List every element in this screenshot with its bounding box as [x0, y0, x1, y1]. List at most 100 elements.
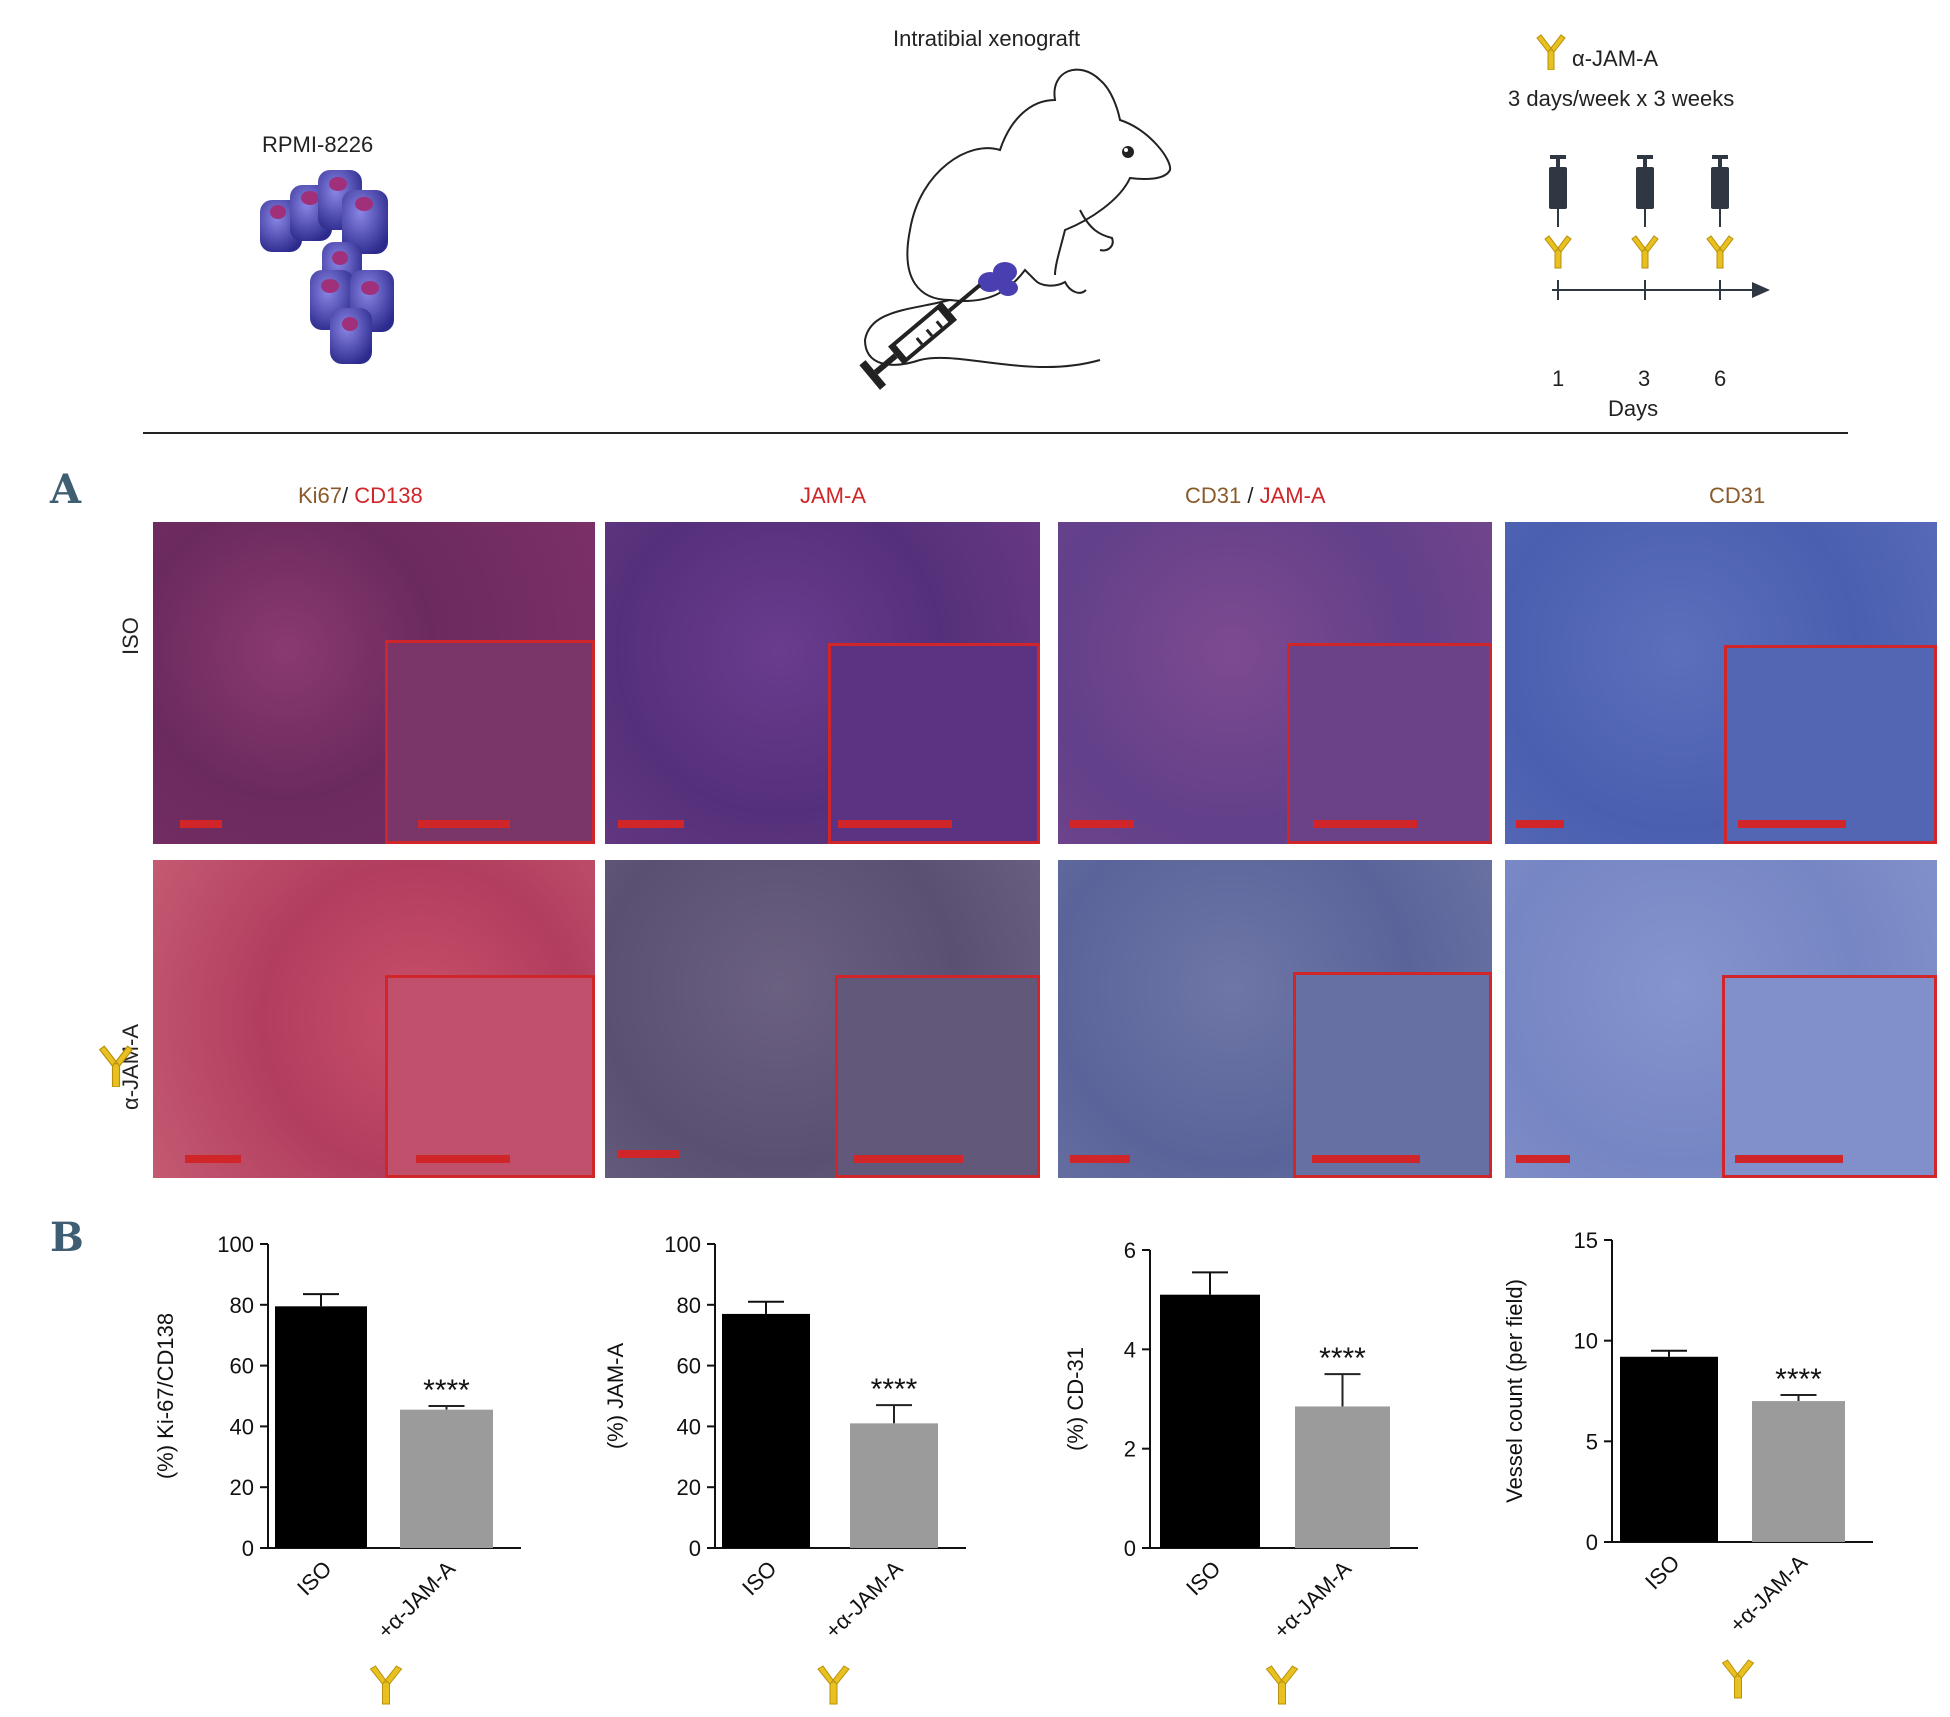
column-header: CD31: [1709, 483, 1765, 509]
bar-chart-jama: 0 20 40 60 80 100 (%) JAM-A **** ISO +α-JAM-A: [603, 1232, 966, 1705]
significance-stars: ****: [1319, 1342, 1366, 1375]
y-tick-label: 5: [1586, 1429, 1598, 1454]
y-tick-label: 80: [677, 1293, 701, 1318]
cell-line-label: RPMI-8226: [262, 132, 374, 157]
y-tick-label: 40: [230, 1414, 254, 1439]
y-tick-label: 2: [1124, 1437, 1136, 1462]
bar-treated: [1295, 1406, 1390, 1548]
dosing-timeline: [1544, 155, 1770, 300]
bar-iso: [1620, 1356, 1718, 1542]
magnified-inset: [1724, 645, 1937, 844]
y-tick-label: 40: [677, 1414, 701, 1439]
antibody-icon: [1544, 235, 1572, 269]
bar-chart-ki67-cd138: 0 20 40 60 80 100 (%) Ki-67/CD138 **** ISO +α-JAM…: [153, 1232, 521, 1705]
y-axis-label: (%) JAM-A: [603, 1343, 628, 1450]
y-tick-label: 15: [1574, 1228, 1598, 1253]
y-axis-label: (%) Ki-67/CD138: [153, 1313, 178, 1479]
column-header: CD31 / JAM-A: [1185, 483, 1326, 508]
y-tick-label: 20: [677, 1475, 701, 1500]
x-tick-label: ISO: [292, 1556, 336, 1600]
panel-a-letter: A: [50, 466, 82, 513]
significance-stars: ****: [1775, 1363, 1822, 1396]
y-tick-label: 100: [217, 1232, 254, 1257]
y-tick-label: 10: [1574, 1329, 1598, 1354]
mouse-illustration: [859, 68, 1172, 390]
scale-bar: [618, 820, 684, 828]
cell-cluster-illustration: [260, 170, 394, 364]
significance-stars: ****: [423, 1374, 470, 1407]
magnified-inset: [385, 640, 595, 844]
x-tick-label: +α-JAM-A: [1724, 1550, 1812, 1638]
scale-bar: [418, 820, 510, 828]
scale-bar: [1070, 820, 1134, 828]
stain-label: CD31: [1185, 483, 1242, 508]
bar-iso: [722, 1313, 810, 1548]
y-tick-label: 4: [1124, 1337, 1136, 1362]
syringe-icon: [1711, 155, 1729, 227]
xenograft-model-label: Intratibial xenograft: [893, 26, 1081, 51]
antibody-icon: [369, 1665, 403, 1705]
antibody-icon: [1706, 235, 1734, 269]
y-tick-label: 100: [664, 1232, 701, 1257]
bar-treated: [1752, 1401, 1845, 1542]
stain-label: Ki67: [298, 483, 343, 508]
bar-treated: [850, 1423, 938, 1548]
y-tick-label: 80: [230, 1293, 254, 1318]
antibody-icon: [1631, 235, 1659, 269]
syringe-icon: [1549, 155, 1567, 227]
column-header: Ki67/ CD138: [298, 483, 423, 508]
stain-label: CD31: [1709, 483, 1766, 508]
y-tick-label: 60: [230, 1354, 254, 1379]
x-tick-label: ISO: [737, 1556, 781, 1600]
x-tick-label: ISO: [1640, 1550, 1684, 1594]
bar-iso: [1160, 1294, 1260, 1548]
y-tick-label: 0: [689, 1536, 701, 1561]
scale-bar: [1516, 1155, 1570, 1163]
y-tick-label: 6: [1124, 1238, 1136, 1263]
treatment-label: α-JAM-A: [1572, 46, 1659, 71]
bar-iso: [275, 1306, 367, 1548]
panel-b-letter: B: [50, 1214, 84, 1261]
stain-label: JAM-A: [1259, 483, 1326, 508]
scale-bar: [416, 1155, 510, 1163]
antibody-icon: [1265, 1665, 1299, 1705]
scale-bar: [185, 1155, 241, 1163]
antibody-icon: [1721, 1659, 1755, 1699]
scale-bar: [1516, 820, 1564, 828]
x-tick-label: +α-JAM-A: [820, 1556, 908, 1644]
antibody-icon: [817, 1665, 850, 1705]
x-tick-label: +α-JAM-A: [372, 1556, 460, 1644]
scale-bar: [1313, 820, 1417, 828]
day-tick-label: 3: [1638, 366, 1651, 391]
magnified-inset: [1722, 975, 1937, 1178]
antibody-icon: [1536, 34, 1566, 70]
magnified-inset: [835, 975, 1040, 1178]
scale-bar: [1738, 820, 1846, 828]
magnified-inset: [385, 975, 595, 1178]
scale-bar: [180, 820, 222, 828]
schedule-label: 3 days/week x 3 weeks: [1508, 86, 1735, 111]
magnified-inset: [828, 643, 1040, 844]
magnified-inset: [1293, 972, 1492, 1178]
y-tick-label: 0: [1586, 1530, 1598, 1555]
scale-bar: [853, 1155, 963, 1163]
x-tick-label: +α-JAM-A: [1268, 1556, 1356, 1644]
y-tick-label: 0: [1124, 1536, 1136, 1561]
y-axis-label: Vessel count (per field): [1502, 1279, 1527, 1503]
scale-bar: [1070, 1155, 1130, 1163]
syringe-icon: [1636, 155, 1654, 227]
row-label-iso: ISO: [118, 617, 143, 655]
y-tick-label: 60: [677, 1354, 701, 1379]
day-tick-label: 1: [1552, 366, 1565, 391]
scale-bar: [1312, 1155, 1420, 1163]
y-axis-label: (%) CD-31: [1063, 1347, 1088, 1451]
y-tick-label: 0: [242, 1536, 254, 1561]
magnified-inset: [1287, 643, 1492, 844]
y-tick-label: 20: [230, 1475, 254, 1500]
antibody-icon: [98, 1045, 134, 1087]
days-axis-label: Days: [1608, 396, 1659, 421]
bar-treated: [400, 1409, 493, 1548]
stain-label: JAM-A: [800, 483, 866, 508]
significance-stars: ****: [871, 1373, 918, 1406]
bar-chart-cd31: 0 2 4 6 (%) CD-31 **** ISO +α-JAM-A: [1063, 1238, 1418, 1705]
